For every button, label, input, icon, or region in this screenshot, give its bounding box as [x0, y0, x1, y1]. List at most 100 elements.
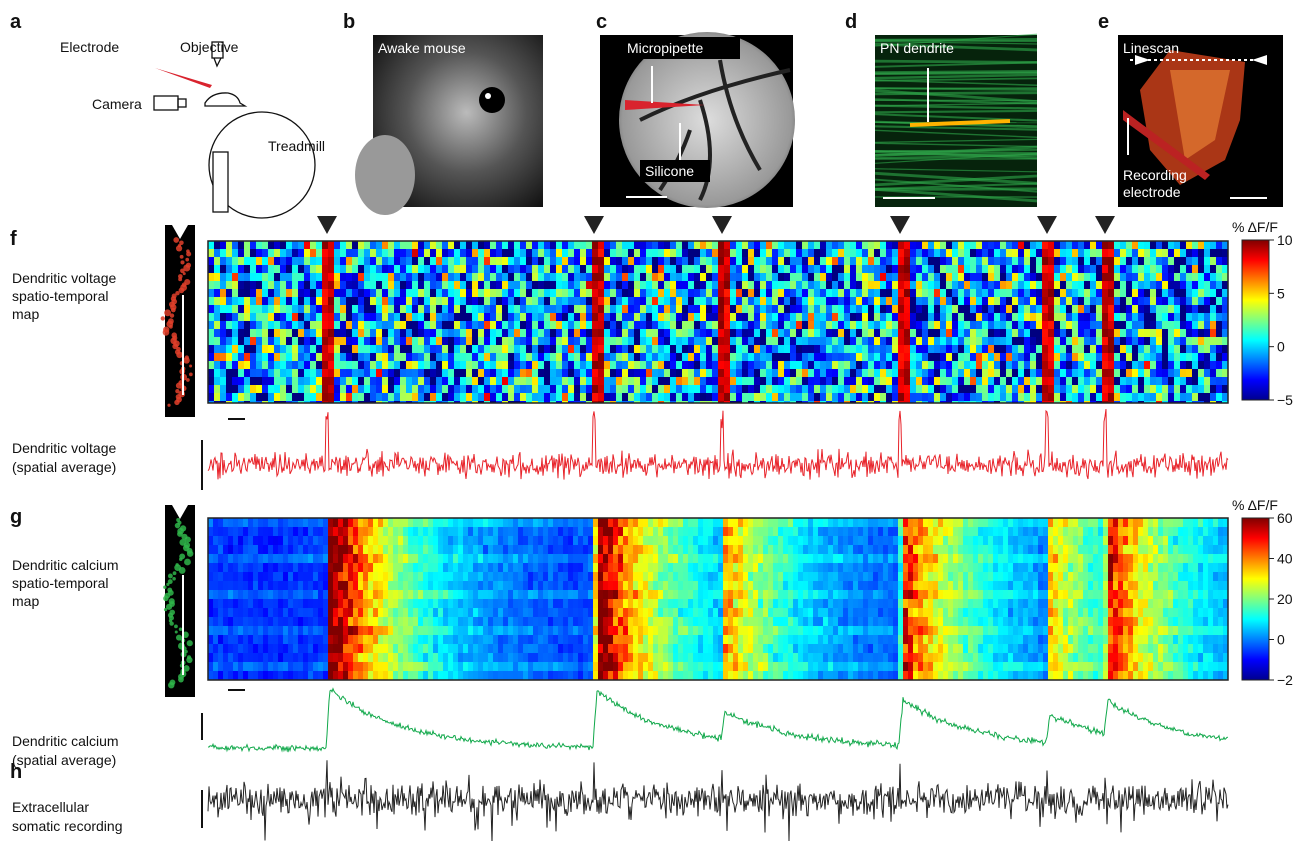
heatmap-cell — [688, 361, 694, 369]
heatmap-cell — [348, 536, 353, 545]
heatmap-cell — [964, 361, 970, 369]
heatmap-cell — [408, 671, 413, 680]
heatmap-cell — [508, 377, 514, 385]
heatmap-cell — [748, 265, 754, 273]
heatmap-cell — [1174, 241, 1180, 249]
heatmap-cell — [904, 337, 910, 345]
heatmap-cell — [413, 671, 418, 680]
heatmap-cell — [273, 653, 278, 662]
heatmap-cell — [1012, 313, 1018, 321]
heatmap-cell — [808, 377, 814, 385]
heatmap-cell — [730, 369, 736, 377]
heatmap-cell — [376, 329, 382, 337]
heatmap-cell — [223, 590, 228, 599]
heatmap-cell — [1144, 321, 1150, 329]
heatmap-cell — [383, 563, 388, 572]
heatmap-cell — [1006, 377, 1012, 385]
heatmap-cell — [238, 590, 243, 599]
heatmap-cell — [256, 249, 262, 257]
heatmap-cell — [1054, 249, 1060, 257]
heatmap-cell — [394, 361, 400, 369]
heatmap-cell — [526, 265, 532, 273]
heatmap-cell — [784, 289, 790, 297]
heatmap-cell — [458, 527, 463, 536]
heatmap-cell — [844, 385, 850, 393]
heatmap-cell — [868, 361, 874, 369]
heatmap-cell — [952, 257, 958, 265]
heatmap-cell — [448, 393, 454, 401]
heatmap-cell — [850, 313, 856, 321]
heatmap-cell — [814, 345, 820, 353]
heatmap-cell — [646, 305, 652, 313]
heatmap-cell — [528, 581, 533, 590]
heatmap-cell — [1090, 345, 1096, 353]
heatmap-cell — [658, 321, 664, 329]
heatmap-cell — [288, 662, 293, 671]
heatmap-cell — [478, 393, 484, 401]
heatmap-cell — [323, 617, 328, 626]
heatmap-cell — [258, 662, 263, 671]
heatmap-cell — [844, 345, 850, 353]
heatmap-cell — [393, 608, 398, 617]
heatmap-cell — [553, 563, 558, 572]
heatmap-cell — [826, 265, 832, 273]
heatmap-cell — [370, 337, 376, 345]
heatmap-cell — [622, 281, 628, 289]
heatmap-cell — [220, 353, 226, 361]
heatmap-cell — [398, 590, 403, 599]
heatmap-cell — [508, 590, 513, 599]
heatmap-cell — [490, 329, 496, 337]
heatmap-cell — [223, 545, 228, 554]
heatmap-cell — [523, 671, 528, 680]
heatmap-cell — [496, 297, 502, 305]
heatmap-cell — [348, 626, 353, 635]
heatmap-cell — [1060, 329, 1066, 337]
heatmap-cell — [712, 305, 718, 313]
heatmap-cell — [310, 313, 316, 321]
heatmap-cell — [1222, 369, 1228, 377]
heatmap-cell — [898, 241, 904, 249]
heatmap-cell — [488, 608, 493, 617]
heatmap-cell — [592, 353, 598, 361]
heatmap-cell — [323, 635, 328, 644]
heatmap-cell — [550, 321, 556, 329]
heatmap-cell — [398, 563, 403, 572]
heatmap-cell — [1162, 297, 1168, 305]
heatmap-cell — [232, 361, 238, 369]
heatmap-cell — [1138, 305, 1144, 313]
heatmap-cell — [538, 289, 544, 297]
heatmap-cell — [1210, 297, 1216, 305]
heatmap-cell — [274, 297, 280, 305]
heatmap-cell — [766, 241, 772, 249]
heatmap-cell — [838, 321, 844, 329]
heatmap-cell — [832, 353, 838, 361]
heatmap-cell — [304, 385, 310, 393]
heatmap-cell — [862, 297, 868, 305]
heatmap-cell — [502, 369, 508, 377]
heatmap-cell — [413, 635, 418, 644]
heatmap-cell — [293, 653, 298, 662]
heatmap-cell — [580, 393, 586, 401]
heatmap-cell — [548, 635, 553, 644]
heatmap-cell — [844, 297, 850, 305]
heatmap-cell — [922, 361, 928, 369]
heatmap-cell — [784, 385, 790, 393]
heatmap-cell — [1078, 281, 1084, 289]
heatmap-cell — [610, 353, 616, 361]
heatmap-cell — [1126, 377, 1132, 385]
heatmap-cell — [1114, 337, 1120, 345]
heatmap-cell — [598, 337, 604, 345]
heatmap-cell — [790, 369, 796, 377]
heatmap-cell — [718, 289, 724, 297]
heatmap-cell — [616, 281, 622, 289]
heatmap-cell — [338, 662, 343, 671]
heatmap-cell — [263, 662, 268, 671]
heatmap-cell — [460, 385, 466, 393]
heatmap-cell — [1174, 249, 1180, 257]
heatmap-cell — [1132, 361, 1138, 369]
heatmap-cell — [844, 369, 850, 377]
heatmap-cell — [1180, 321, 1186, 329]
heatmap-cell — [856, 377, 862, 385]
heatmap-cell — [430, 313, 436, 321]
heatmap-cell — [424, 377, 430, 385]
